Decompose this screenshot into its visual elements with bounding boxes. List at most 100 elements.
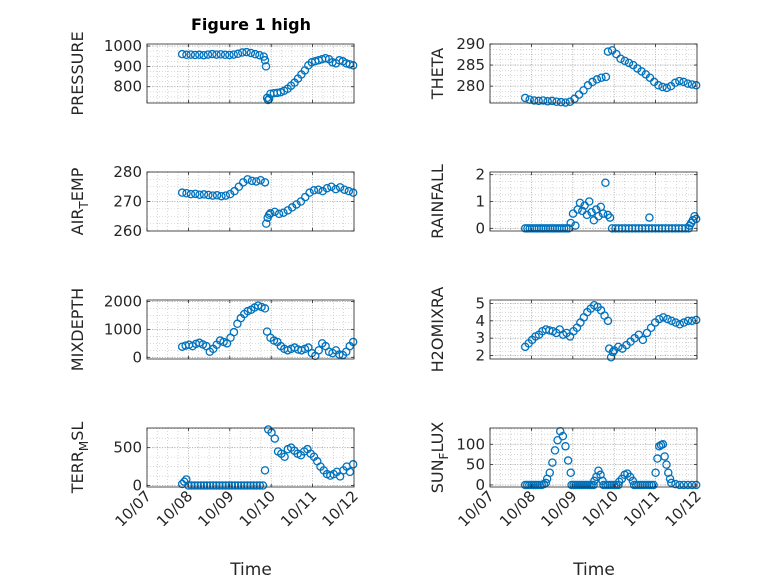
data-point bbox=[236, 481, 246, 490]
data-point bbox=[344, 186, 354, 196]
data-point bbox=[252, 177, 261, 186]
data-point bbox=[348, 188, 358, 197]
data-point bbox=[662, 460, 671, 469]
series-markers bbox=[520, 178, 701, 233]
axes-air_temp: 260 270 280 AIRTEMP bbox=[68, 163, 358, 240]
data-point bbox=[314, 185, 323, 194]
y-tick-label: 4 bbox=[475, 312, 485, 330]
data-point bbox=[675, 480, 684, 490]
data-point bbox=[681, 224, 690, 233]
data-point bbox=[601, 178, 610, 187]
data-point bbox=[649, 480, 658, 490]
x-axis-label-left: Time bbox=[229, 560, 272, 580]
data-point bbox=[571, 221, 580, 230]
data-point bbox=[671, 479, 680, 489]
data-point bbox=[242, 47, 251, 57]
data-point bbox=[545, 468, 555, 478]
data-point bbox=[654, 81, 663, 90]
data-point bbox=[553, 435, 562, 445]
data-point bbox=[199, 50, 208, 60]
data-point bbox=[280, 452, 289, 461]
data-point bbox=[683, 79, 693, 88]
data-point bbox=[679, 318, 689, 327]
data-point bbox=[309, 186, 319, 195]
axes-box bbox=[146, 43, 355, 104]
data-point bbox=[221, 481, 230, 490]
y-axis-label: RAINFALL bbox=[428, 164, 447, 239]
data-point bbox=[305, 188, 314, 197]
data-point bbox=[612, 49, 621, 59]
y-axis-label: H2OMIXRA bbox=[428, 287, 447, 373]
data-point bbox=[187, 481, 196, 490]
grid bbox=[489, 300, 698, 359]
data-point bbox=[348, 460, 358, 469]
data-point bbox=[691, 315, 701, 325]
data-point bbox=[691, 214, 701, 224]
data-point bbox=[534, 96, 543, 106]
data-point bbox=[624, 58, 634, 68]
data-point bbox=[212, 191, 222, 200]
axes-rainfall: 0 1 2 RAINFALL bbox=[428, 164, 701, 239]
axes-mixdepth: 0 1000 2000 MIXDEPTH bbox=[68, 288, 358, 371]
data-point bbox=[670, 78, 680, 88]
data-point bbox=[216, 50, 226, 59]
data-point bbox=[260, 304, 270, 313]
data-point bbox=[255, 50, 264, 60]
y-axis-label-rest: EMP bbox=[68, 167, 87, 201]
data-point bbox=[279, 208, 288, 217]
data-point bbox=[212, 481, 221, 490]
grid bbox=[489, 172, 698, 231]
data-point bbox=[679, 77, 688, 87]
y-tick-label: 1 bbox=[475, 193, 485, 211]
data-point bbox=[582, 210, 592, 220]
data-point bbox=[548, 458, 557, 467]
data-point bbox=[574, 90, 584, 99]
data-point bbox=[566, 218, 575, 228]
data-point bbox=[620, 56, 630, 66]
y-axis-label-main: TERR bbox=[68, 451, 87, 494]
y-axis-label-subscript: F bbox=[437, 452, 451, 459]
data-point bbox=[230, 186, 239, 196]
data-point bbox=[177, 188, 187, 197]
data-point bbox=[594, 466, 603, 475]
data-point bbox=[605, 213, 615, 222]
data-point bbox=[250, 49, 260, 59]
axes-box bbox=[146, 427, 355, 488]
y-axis-label-main: SUN bbox=[428, 459, 447, 493]
data-point bbox=[246, 481, 255, 490]
data-point bbox=[243, 481, 252, 490]
plot-area bbox=[490, 44, 697, 103]
data-point bbox=[660, 452, 669, 461]
data-point bbox=[195, 50, 204, 60]
series-markers bbox=[177, 301, 358, 361]
data-point bbox=[335, 350, 344, 359]
data-point bbox=[603, 210, 613, 220]
data-point bbox=[687, 80, 697, 89]
y-tick-label: 290 bbox=[456, 35, 485, 53]
y-tick-label: 2 bbox=[475, 347, 485, 365]
data-point bbox=[264, 94, 274, 104]
data-point bbox=[679, 480, 689, 490]
data-point bbox=[550, 446, 560, 455]
axes-box bbox=[489, 43, 698, 104]
y-axis-label-rest: LUX bbox=[428, 422, 447, 453]
data-point bbox=[327, 182, 336, 191]
data-point bbox=[552, 97, 561, 106]
data-point bbox=[193, 481, 202, 490]
y-tick-label: 900 bbox=[113, 57, 142, 75]
y-tick-label: 280 bbox=[456, 77, 485, 95]
data-point bbox=[597, 73, 606, 82]
data-point bbox=[321, 53, 330, 63]
y-axis-label: THETA bbox=[428, 48, 447, 100]
data-point bbox=[614, 480, 623, 490]
data-point bbox=[190, 481, 199, 490]
data-point bbox=[563, 456, 573, 465]
data-point bbox=[246, 48, 256, 58]
data-point bbox=[556, 97, 566, 107]
y-axis-label: MIXDEPTH bbox=[68, 288, 87, 371]
data-point bbox=[182, 188, 191, 198]
data-point bbox=[594, 211, 603, 221]
y-tick-label: 500 bbox=[113, 439, 142, 457]
